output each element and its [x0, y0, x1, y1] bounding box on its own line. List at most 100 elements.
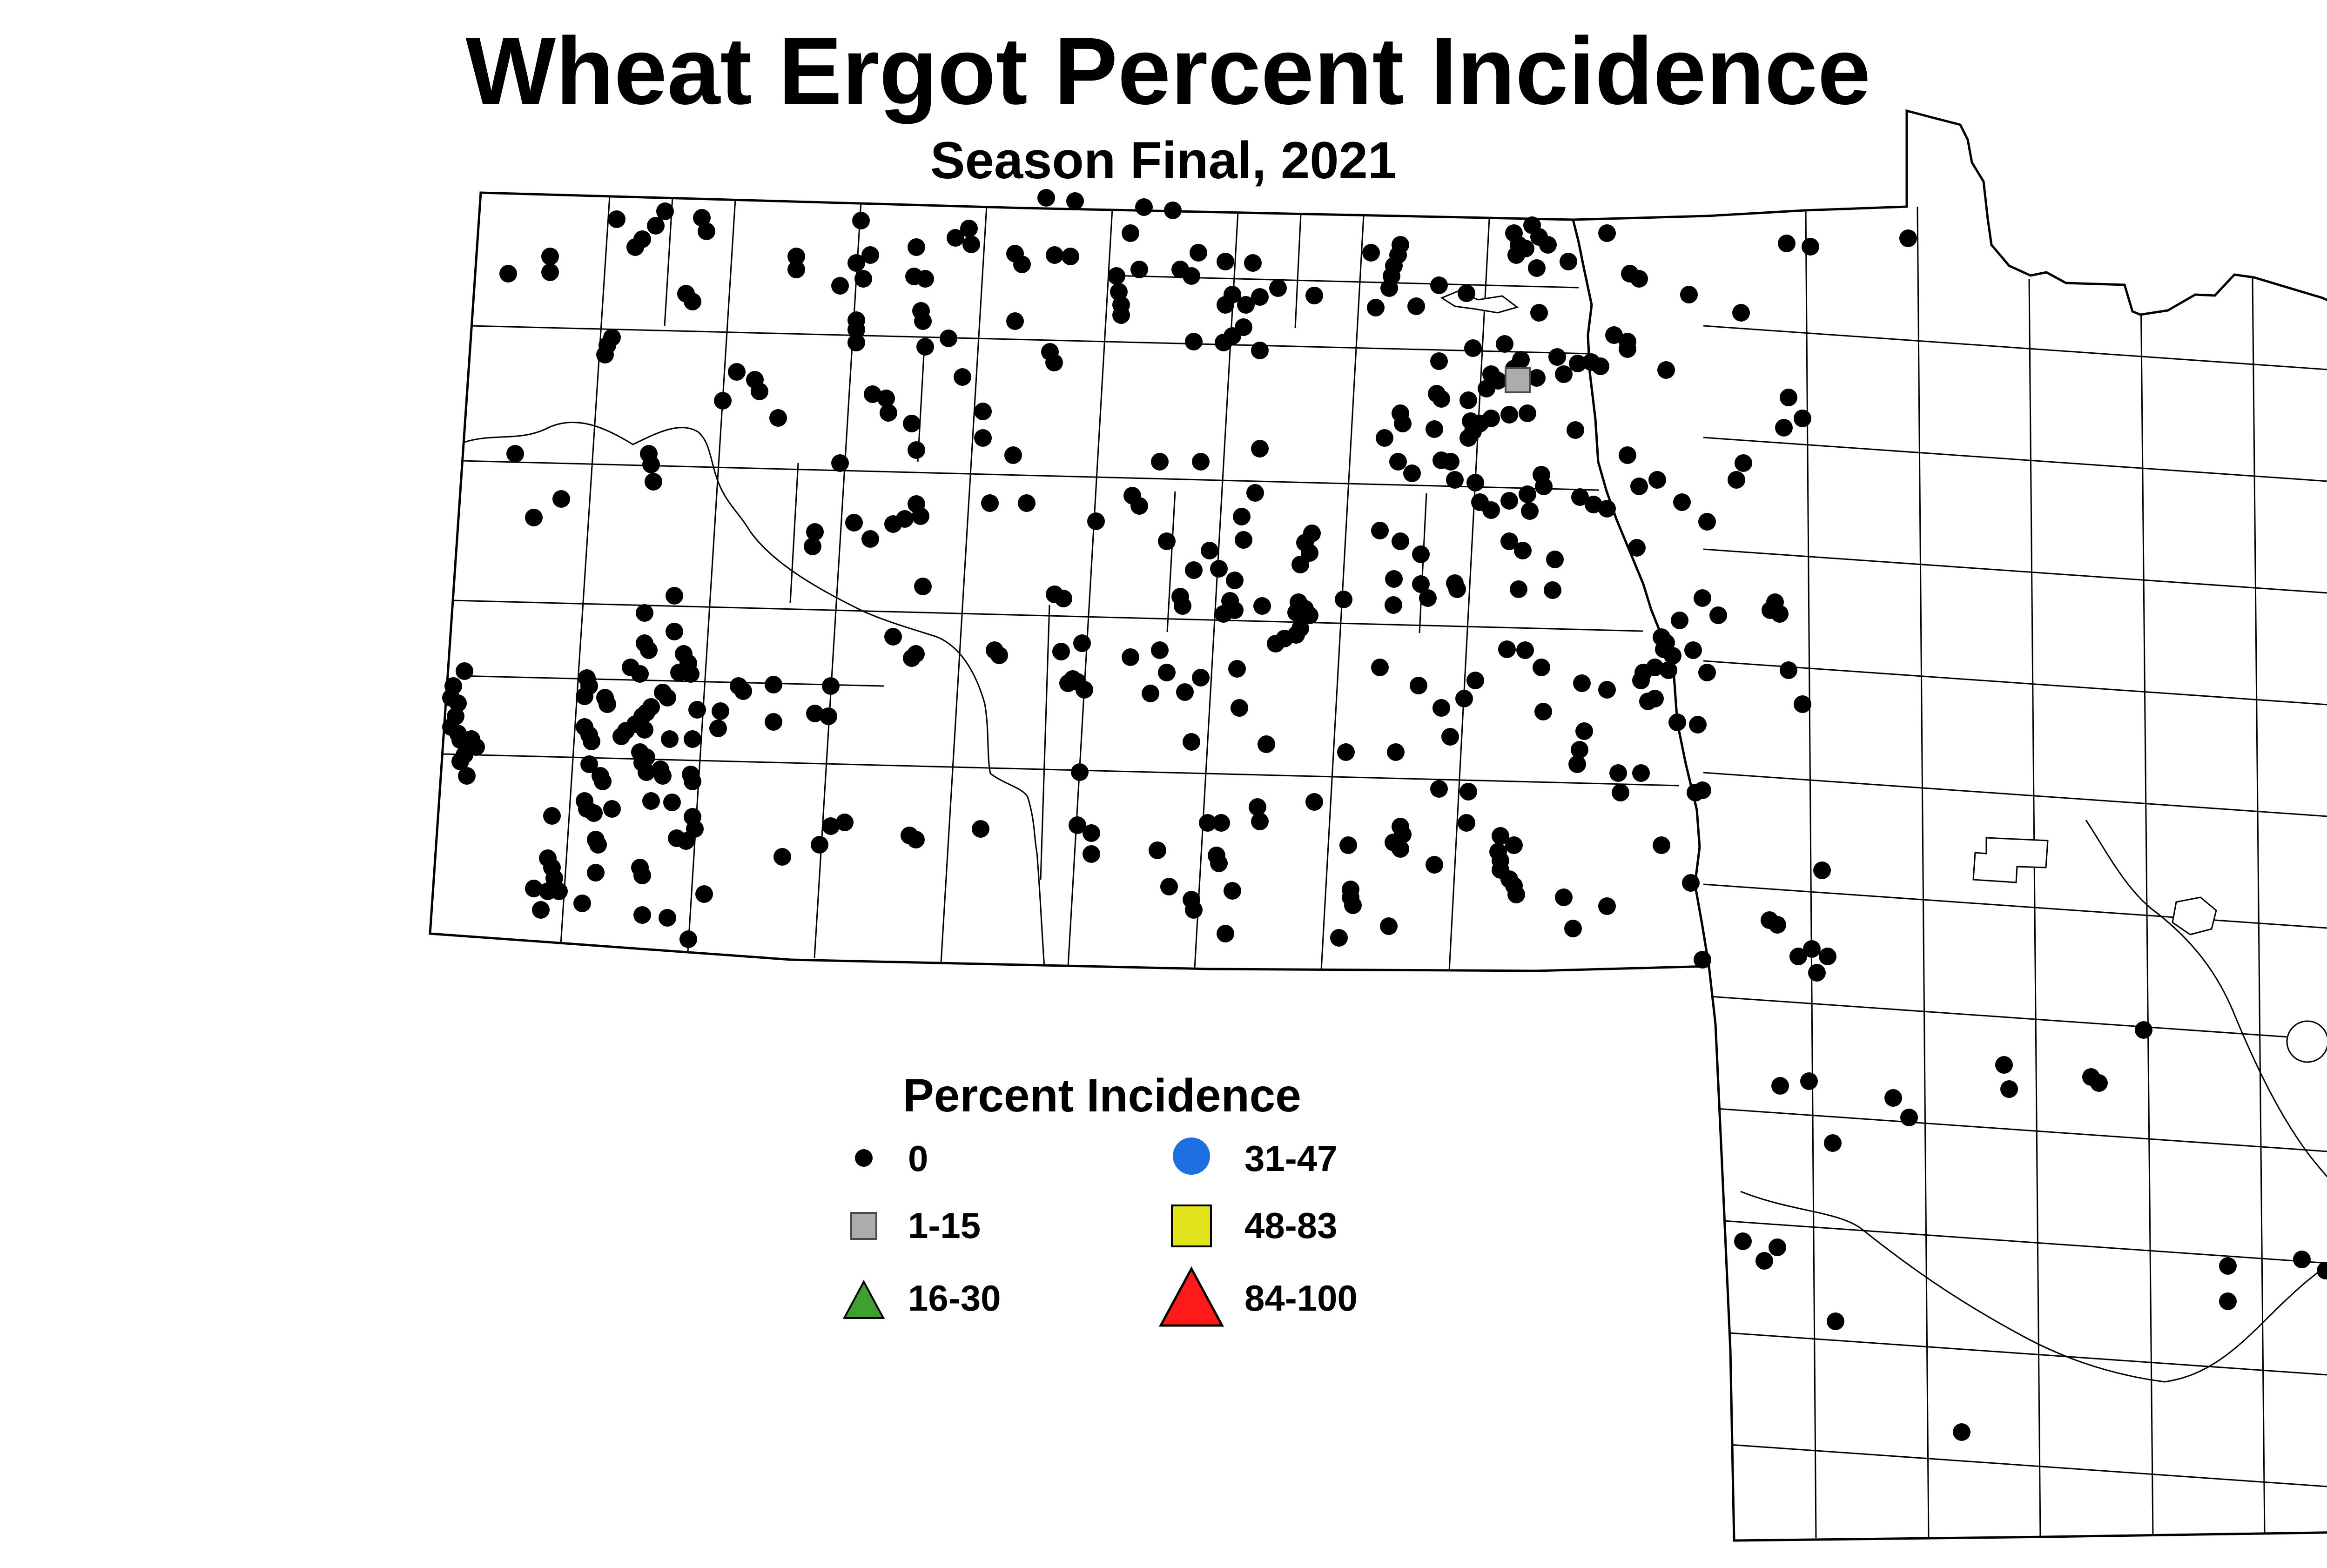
- data-point-0: [1803, 940, 1821, 958]
- data-point-0: [1224, 882, 1241, 900]
- legend-symbol-gray-square: [850, 1212, 877, 1240]
- data-point-0: [2219, 1257, 2237, 1275]
- data-point-0: [1482, 501, 1500, 519]
- data-point-0: [1546, 551, 1564, 568]
- data-point-0: [1802, 238, 1819, 256]
- data-point-0: [820, 707, 837, 725]
- data-point-0: [1585, 496, 1602, 513]
- data-point-0: [896, 510, 914, 528]
- data-point-0: [908, 441, 925, 459]
- data-point-0: [1671, 612, 1688, 629]
- data-point-0: [451, 753, 469, 770]
- data-points-layer: [442, 189, 2327, 1441]
- legend-title: Percent Incidence: [903, 1070, 1301, 1122]
- data-point-0: [1448, 580, 1466, 598]
- data-point-0: [1446, 471, 1464, 489]
- legend-label: 1-15: [908, 1205, 981, 1246]
- data-point-0: [974, 403, 992, 420]
- data-point-0: [1555, 888, 1573, 906]
- data-point-0: [1380, 279, 1398, 297]
- data-point-0: [1500, 492, 1518, 510]
- data-point-0: [1498, 640, 1516, 658]
- data-point-0: [1426, 856, 1443, 874]
- data-point-0: [666, 587, 683, 605]
- data-point-0: [631, 665, 649, 683]
- data-point-0: [550, 882, 568, 900]
- data-point-0: [1330, 929, 1348, 947]
- data-point-0: [1455, 690, 1473, 707]
- data-point-0: [1780, 661, 1797, 679]
- data-point-0: [1228, 660, 1246, 678]
- data-point-0: [1789, 948, 1807, 965]
- data-point-0: [1403, 464, 1421, 482]
- data-point-0: [654, 767, 672, 785]
- data-point-0: [787, 261, 805, 278]
- data-point-0: [1430, 276, 1448, 294]
- data-point-0: [1110, 283, 1128, 301]
- data-point-0: [638, 763, 655, 781]
- data-point-0: [765, 676, 782, 693]
- data-point-0: [1775, 419, 1793, 437]
- data-point-0: [612, 727, 630, 745]
- data-point-0: [1698, 664, 1716, 681]
- data-point-0: [1376, 429, 1393, 447]
- data-point-0: [1568, 755, 1586, 773]
- data-point-0: [1900, 1109, 1918, 1126]
- data-point-0: [1544, 581, 1561, 599]
- data-point-0: [1458, 814, 1475, 832]
- data-point-0: [822, 817, 840, 835]
- data-point-0: [1083, 824, 1100, 842]
- data-point-0: [659, 909, 676, 927]
- data-point-0: [1510, 580, 1527, 598]
- data-point-0: [1108, 267, 1125, 285]
- data-point-0: [1055, 590, 1072, 607]
- data-point-0: [1112, 306, 1130, 324]
- data-point-0: [1630, 270, 1648, 288]
- data-point-0: [1130, 497, 1148, 515]
- legend-label: 48-83: [1244, 1205, 1338, 1246]
- data-point-0: [1149, 841, 1166, 859]
- data-point-0: [1660, 661, 1677, 679]
- data-point-0: [845, 514, 863, 532]
- data-point-0: [1251, 813, 1269, 830]
- data-point-0: [912, 507, 929, 525]
- data-point-0: [695, 885, 713, 903]
- data-point-0: [1441, 728, 1459, 746]
- data-point-0: [1780, 389, 1797, 406]
- data-point-0: [1521, 502, 1539, 520]
- data-point-0: [2090, 1074, 2108, 1092]
- data-point-0: [1630, 478, 1648, 495]
- state-north-dakota: [429, 191, 1710, 972]
- data-point-0: [1151, 453, 1169, 471]
- data-point-0: [666, 623, 683, 640]
- data-point-0: [1482, 410, 1500, 427]
- legend-symbol-blue-circle: [1173, 1137, 1210, 1175]
- data-point-0: [1575, 722, 1593, 740]
- data-point-0: [1709, 606, 1727, 624]
- data-point-0: [1466, 672, 1484, 689]
- data-point-0: [642, 792, 660, 810]
- data-point-0: [1192, 453, 1210, 471]
- data-point-0: [541, 248, 559, 265]
- data-point-0: [1073, 634, 1091, 652]
- data-point-0: [1367, 299, 1385, 316]
- data-point-0: [1269, 279, 1287, 297]
- data-point-0: [1653, 836, 1670, 854]
- minnesota-county-lines: [1703, 206, 2327, 1539]
- data-point-0: [916, 338, 934, 356]
- data-point-0: [960, 220, 978, 237]
- data-point-0: [1459, 429, 1477, 447]
- data-point-0: [1755, 1252, 1773, 1270]
- data-point-0: [1004, 446, 1022, 464]
- data-point-0: [1183, 267, 1200, 285]
- data-point-0: [1371, 522, 1389, 539]
- data-point-0: [2219, 1292, 2237, 1310]
- data-point-0: [1407, 297, 1425, 315]
- data-point-0: [1045, 354, 1063, 371]
- data-point-0: [608, 210, 625, 228]
- data-point-0: [1253, 597, 1271, 615]
- data-point-0: [990, 646, 1008, 664]
- legend-symbol-black-dot: [855, 1149, 873, 1167]
- legend-symbol-red-triangle: [1158, 1266, 1224, 1327]
- data-point-0: [884, 628, 902, 646]
